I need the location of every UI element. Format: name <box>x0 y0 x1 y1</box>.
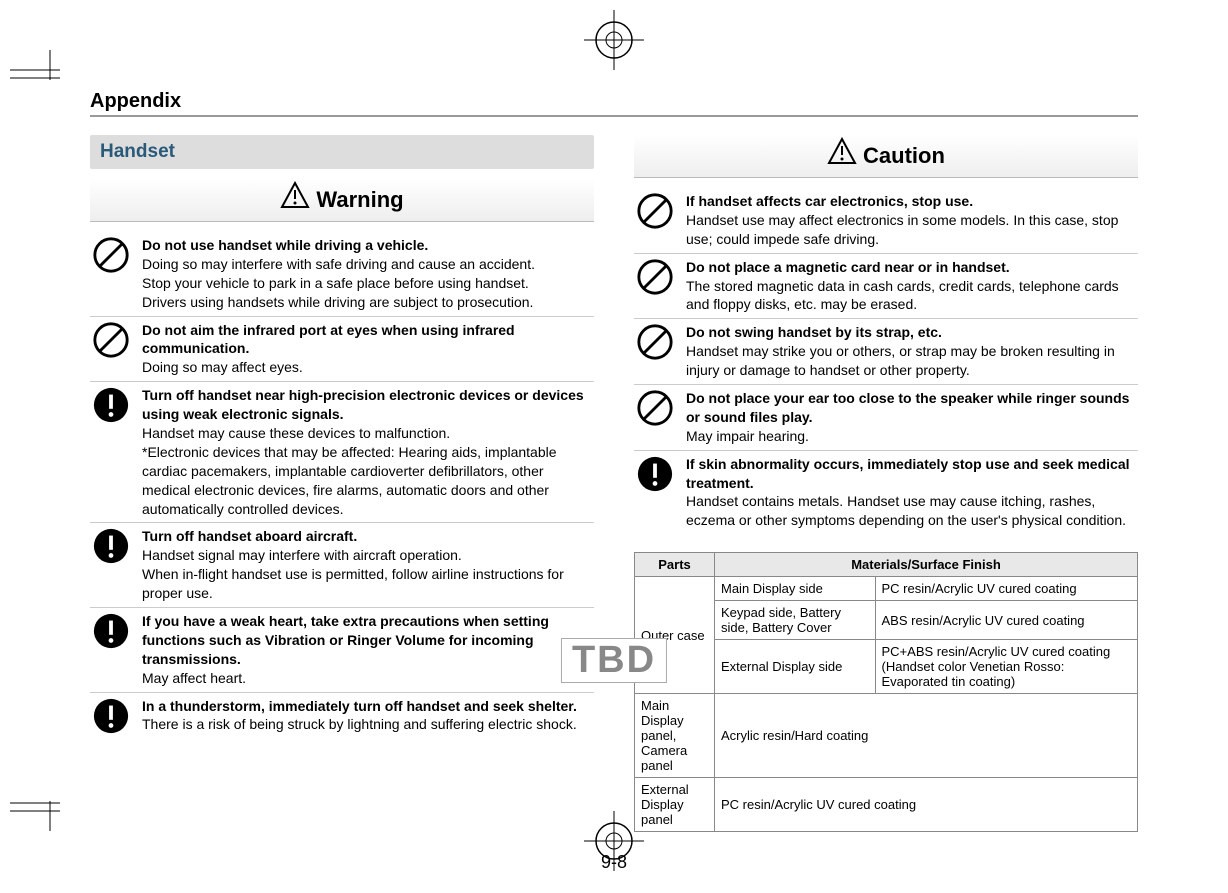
item-text: Handset may cause these devices to malfu… <box>142 425 557 517</box>
safety-item: Do not place your ear too close to the s… <box>634 385 1138 451</box>
item-text: Doing so may interfere with safe driving… <box>142 256 535 310</box>
mandatory-icon <box>90 612 132 688</box>
prohibit-icon <box>634 192 676 249</box>
item-text: Handset signal may interfere with aircra… <box>142 547 564 601</box>
mandatory-icon <box>90 527 132 603</box>
item-text: May impair hearing. <box>686 428 809 444</box>
section-title: Handset <box>90 135 594 169</box>
warning-header: Warning <box>90 179 594 222</box>
warning-triangle-icon <box>280 181 310 219</box>
mandatory-icon <box>90 697 132 735</box>
safety-item: Do not aim the infrared port at eyes whe… <box>90 317 594 383</box>
th-parts: Parts <box>635 553 715 577</box>
safety-item: If handset affects car electronics, stop… <box>634 188 1138 254</box>
prohibit-icon <box>90 321 132 378</box>
prohibit-icon <box>634 258 676 315</box>
safety-item: Do not use handset while driving a vehic… <box>90 232 594 317</box>
prohibit-icon <box>634 323 676 380</box>
caution-triangle-icon <box>827 137 857 175</box>
prohibit-icon <box>90 236 132 312</box>
item-text: There is a risk of being struck by light… <box>142 716 577 732</box>
item-text: The stored magnetic data in cash cards, … <box>686 278 1119 313</box>
crop-mark-bottom <box>584 811 644 876</box>
crop-corner-bl <box>10 801 60 836</box>
item-heading: Do not place your ear too close to the s… <box>686 390 1129 425</box>
item-text: May affect heart. <box>142 670 246 686</box>
tbd-watermark: TBD <box>561 638 667 683</box>
safety-item: In a thunderstorm, immediately turn off … <box>90 693 594 739</box>
caution-header: Caution <box>634 135 1138 178</box>
materials-table: PartsMaterials/Surface Finish Outer case… <box>634 552 1138 832</box>
safety-item: Do not place a magnetic card near or in … <box>634 254 1138 320</box>
item-heading: In a thunderstorm, immediately turn off … <box>142 698 577 714</box>
right-column: Caution If handset affects car electroni… <box>634 135 1138 832</box>
item-heading: If skin abnormality occurs, immediately … <box>686 456 1130 491</box>
prohibit-icon <box>634 389 676 446</box>
mandatory-icon <box>634 455 676 531</box>
item-heading: If you have a weak heart, take extra pre… <box>142 613 549 667</box>
item-heading: Do not place a magnetic card near or in … <box>686 259 1010 275</box>
item-text: Doing so may affect eyes. <box>142 359 303 375</box>
item-text: Handset may strike you or others, or str… <box>686 343 1115 378</box>
appendix-heading: Appendix <box>90 90 1138 117</box>
safety-item: Do not swing handset by its strap, etc. H… <box>634 319 1138 385</box>
warning-label: Warning <box>316 187 403 213</box>
safety-item: If skin abnormality occurs, immediately … <box>634 451 1138 535</box>
mandatory-icon <box>90 386 132 518</box>
item-heading: Do not use handset while driving a vehic… <box>142 237 428 253</box>
item-heading: Turn off handset near high-precision ele… <box>142 387 584 422</box>
safety-item: If you have a weak heart, take extra pre… <box>90 608 594 693</box>
item-heading: Do not swing handset by its strap, etc. <box>686 324 942 340</box>
item-heading: If handset affects car electronics, stop… <box>686 193 973 209</box>
item-heading: Do not aim the infrared port at eyes whe… <box>142 322 515 357</box>
item-text: Handset use may affect electronics in so… <box>686 212 1118 247</box>
item-heading: Turn off handset aboard aircraft. <box>142 528 357 544</box>
th-materials: Materials/Surface Finish <box>715 553 1138 577</box>
left-column: Handset Warning Do not use handset while… <box>90 135 594 832</box>
caution-label: Caution <box>863 143 945 169</box>
crop-corner-tl <box>10 50 60 85</box>
safety-item: Turn off handset near high-precision ele… <box>90 382 594 523</box>
item-text: Handset contains metals. Handset use may… <box>686 493 1126 528</box>
crop-mark-top <box>584 10 644 75</box>
safety-item: Turn off handset aboard aircraft. Handset… <box>90 523 594 608</box>
